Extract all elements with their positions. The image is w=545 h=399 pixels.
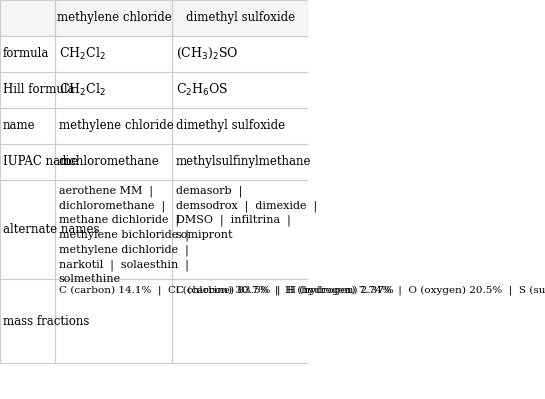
- Bar: [172, 72, 308, 108]
- Bar: [172, 36, 308, 72]
- Text: formula: formula: [3, 47, 50, 60]
- Bar: [172, 279, 308, 363]
- Bar: [172, 108, 308, 144]
- Text: demasorb  |
demsodrox  |  dimexide  |
DMSO  |  infiltrina  |
somipront: demasorb | demsodrox | dimexide | DMSO |…: [175, 186, 317, 240]
- Text: IUPAC name: IUPAC name: [3, 155, 78, 168]
- Text: dichloromethane: dichloromethane: [58, 155, 159, 168]
- Bar: [172, 279, 308, 363]
- Text: dimethyl sulfoxide: dimethyl sulfoxide: [186, 12, 295, 24]
- Bar: [0, 0, 56, 36]
- Bar: [56, 144, 172, 180]
- Bar: [56, 0, 172, 36]
- Bar: [172, 72, 308, 108]
- Bar: [56, 36, 172, 72]
- Bar: [172, 36, 308, 72]
- Bar: [56, 108, 172, 144]
- Bar: [172, 144, 308, 180]
- Bar: [0, 36, 56, 72]
- Bar: [172, 0, 308, 36]
- Bar: [0, 180, 56, 279]
- Bar: [56, 279, 172, 363]
- Text: CH$_2$Cl$_2$: CH$_2$Cl$_2$: [58, 46, 105, 62]
- Text: aerothene MM  |
dichloromethane  |
methane dichloride  |
methylene bichloride  |: aerothene MM | dichloromethane | methane…: [58, 186, 189, 284]
- Text: (CH$_3$)$_2$SO: (CH$_3$)$_2$SO: [175, 46, 238, 61]
- Text: name: name: [3, 119, 36, 132]
- Bar: [56, 180, 172, 279]
- Bar: [0, 180, 56, 279]
- Text: C (carbon) 30.7%  |  H (hydrogen) 7.74%  |  O (oxygen) 20.5%  |  S (sulfur) 41%: C (carbon) 30.7% | H (hydrogen) 7.74% | …: [175, 285, 545, 295]
- Bar: [0, 108, 56, 144]
- Text: methylene chloride: methylene chloride: [57, 12, 171, 24]
- Bar: [0, 72, 56, 108]
- Text: mass fractions: mass fractions: [3, 315, 89, 328]
- Bar: [56, 72, 172, 108]
- Text: methylene chloride: methylene chloride: [58, 119, 173, 132]
- Bar: [56, 72, 172, 108]
- Bar: [56, 108, 172, 144]
- Text: C$_2$H$_6$OS: C$_2$H$_6$OS: [175, 82, 228, 98]
- Bar: [172, 0, 308, 36]
- Bar: [0, 144, 56, 180]
- Text: alternate names: alternate names: [3, 223, 100, 236]
- Bar: [172, 180, 308, 279]
- Bar: [0, 108, 56, 144]
- Bar: [172, 108, 308, 144]
- Bar: [172, 144, 308, 180]
- Bar: [56, 0, 172, 36]
- Text: Hill formula: Hill formula: [3, 83, 75, 96]
- Bar: [172, 180, 308, 279]
- Bar: [0, 36, 56, 72]
- Bar: [56, 144, 172, 180]
- Bar: [0, 72, 56, 108]
- Bar: [0, 279, 56, 363]
- Bar: [56, 36, 172, 72]
- Bar: [0, 0, 56, 36]
- Text: CH$_2$Cl$_2$: CH$_2$Cl$_2$: [58, 82, 105, 98]
- Text: dimethyl sulfoxide: dimethyl sulfoxide: [175, 119, 284, 132]
- Bar: [0, 144, 56, 180]
- Text: C (carbon) 14.1%  |  Cl (chlorine) 83.5%  |  H (hydrogen) 2.37%: C (carbon) 14.1% | Cl (chlorine) 83.5% |…: [58, 285, 393, 295]
- Text: methylsulfinylmethane: methylsulfinylmethane: [175, 155, 311, 168]
- Bar: [0, 279, 56, 363]
- Bar: [56, 180, 172, 279]
- Bar: [56, 279, 172, 363]
